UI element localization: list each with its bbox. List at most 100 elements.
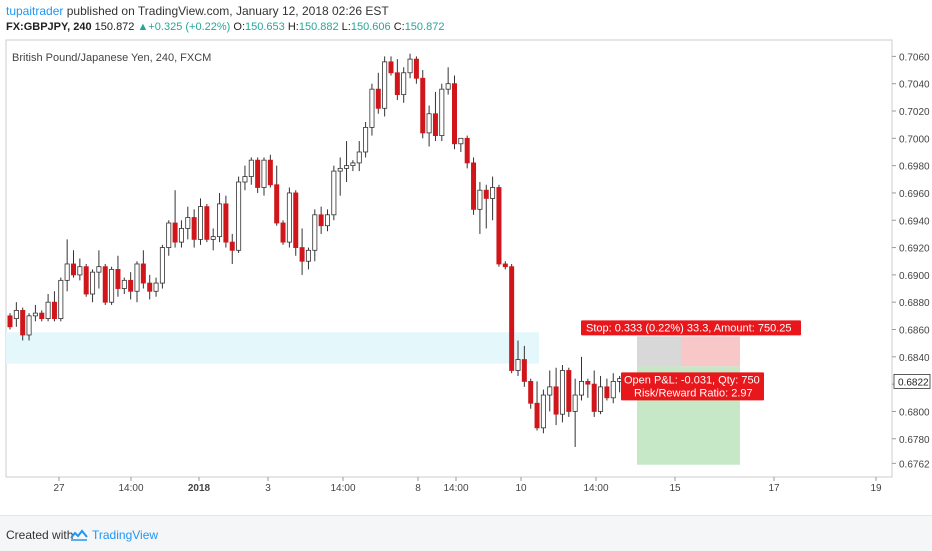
open-pnl-label: Open P&L: -0.031, Qty: 750	[624, 374, 760, 386]
last-price-marker	[893, 374, 931, 389]
x-tick-label: 27	[53, 483, 65, 494]
candle-body	[312, 214, 318, 251]
low-label: L:	[341, 21, 351, 33]
candle-body	[197, 206, 203, 240]
y-tick-label: 0.6980	[899, 162, 930, 173]
stop-label-box	[581, 320, 801, 336]
candle-body	[90, 271, 96, 295]
candle-body	[217, 203, 223, 238]
x-tick-label: 15	[669, 483, 681, 494]
candle-body	[293, 192, 299, 248]
candle-body	[394, 72, 400, 96]
symbol-info-line: FX:GBPJPY, 240 150.872 ▲+0.325 (+0.22%) …	[6, 21, 444, 33]
candle-body	[96, 266, 102, 273]
candle-body	[458, 137, 464, 145]
open-label: O:	[233, 21, 246, 33]
candle-body	[388, 61, 394, 74]
candle-body	[356, 151, 362, 164]
candle-body	[451, 83, 457, 145]
high-value: 150.882	[298, 21, 339, 33]
stop-label: Stop: 0.333 (0.22%) 33.3, Amount: 750.25	[586, 322, 791, 334]
candle-body	[382, 61, 388, 109]
candle-body	[261, 159, 267, 188]
close-value: 150.872	[404, 21, 445, 33]
candle-body	[471, 162, 477, 210]
candle-body	[236, 181, 242, 251]
author-link[interactable]: tupaitrader	[6, 4, 64, 18]
candle-body	[604, 386, 610, 399]
candle-body	[210, 236, 216, 240]
publish-info: tupaitrader published on TradingView.com…	[6, 4, 389, 18]
candle-body	[45, 301, 51, 319]
candle-body	[534, 402, 540, 429]
y-tick-label: 0.6762	[899, 459, 930, 470]
candle-body	[432, 113, 438, 136]
symbol-name: FX:GBPJPY, 240	[6, 21, 92, 33]
candle-body	[591, 383, 597, 412]
candle-body	[572, 394, 578, 412]
candle-body	[255, 159, 261, 188]
candle-body	[286, 192, 292, 243]
candle-body	[26, 315, 32, 336]
y-tick-label: 0.7060	[899, 52, 930, 63]
open-value: 150.653	[245, 21, 285, 33]
candle-body	[248, 159, 254, 177]
candle-body	[521, 359, 527, 382]
candle-body	[610, 381, 616, 399]
candle-body	[115, 269, 121, 289]
x-tick-label: 19	[870, 483, 882, 494]
candle-body	[324, 214, 330, 227]
y-tick-label: 0.6960	[899, 189, 930, 200]
price-chart[interactable]: Stop: 0.333 (0.22%) 33.3, Amount: 750.25…	[0, 37, 932, 515]
candle-body	[147, 282, 153, 292]
candle-body	[204, 206, 210, 240]
candle-body	[502, 263, 508, 268]
y-tick-label: 0.6860	[899, 326, 930, 337]
candle-body	[490, 187, 496, 199]
candle-body	[140, 263, 146, 284]
y-tick-label: 0.6920	[899, 244, 930, 255]
candle-body	[166, 222, 172, 248]
candle-body	[178, 228, 184, 243]
y-tick-label: 0.7020	[899, 107, 930, 118]
candle-body	[553, 386, 559, 415]
x-tick-label: 14:00	[443, 483, 468, 494]
candle-body	[344, 165, 350, 169]
candle-body	[477, 189, 483, 210]
candle-body	[540, 394, 546, 429]
candle-body	[515, 359, 521, 371]
y-tick-label: 0.6880	[899, 298, 930, 309]
y-tick-label: 0.7040	[899, 80, 930, 91]
candle-body	[64, 263, 70, 281]
support-zone	[6, 332, 539, 364]
y-tick-label: 0.6780	[899, 435, 930, 446]
candle-body	[363, 127, 369, 153]
candle-body	[102, 266, 108, 303]
plot-frame	[5, 39, 893, 478]
candle-body	[528, 381, 534, 404]
candle-body	[598, 386, 604, 412]
candle-body	[77, 266, 83, 276]
close-label: C:	[393, 21, 405, 33]
candle-body	[318, 214, 324, 227]
x-tick-label: 14:00	[118, 483, 143, 494]
x-tick-label: 2018	[188, 483, 211, 494]
price-change: +0.325 (+0.22%)	[148, 21, 231, 33]
candle-body	[58, 279, 64, 319]
candle-body	[579, 381, 585, 396]
candle-body	[191, 217, 197, 240]
chart-title: British Pound/Japanese Yen, 240, FXCM	[12, 52, 211, 64]
candle-body	[20, 309, 26, 336]
entry-shade-zone	[637, 336, 681, 367]
candle-body	[172, 222, 178, 243]
candle-body	[585, 381, 591, 385]
tradingview-brand-link[interactable]: TradingView	[92, 528, 159, 542]
candle-body	[305, 249, 311, 262]
footer-bar: Created with TradingView	[0, 515, 932, 551]
candle-body	[426, 113, 432, 134]
x-tick-label: 3	[265, 483, 271, 494]
candle-body	[229, 241, 235, 251]
y-tick-label: 0.6840	[899, 353, 930, 364]
candle-body	[153, 282, 159, 292]
tradingview-logo-icon	[70, 529, 88, 541]
